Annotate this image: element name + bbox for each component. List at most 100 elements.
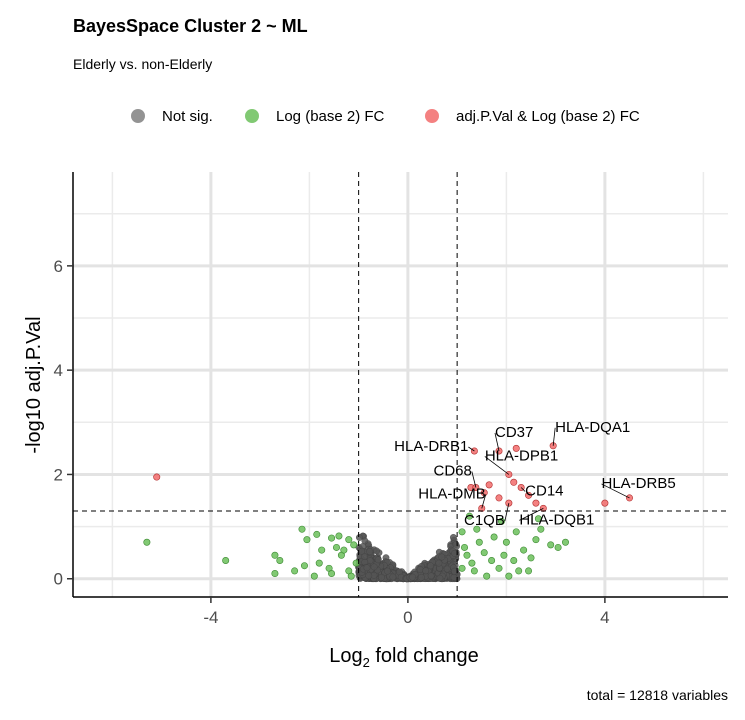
green-point: [527, 554, 535, 562]
gene-connector: [504, 503, 510, 522]
green-point: [561, 538, 569, 546]
green-point: [512, 528, 520, 536]
not-sig-point: [358, 547, 366, 555]
caption: total = 12818 variables: [587, 687, 728, 703]
green-point: [468, 559, 476, 567]
not-sig-point: [451, 549, 458, 557]
red-point: [525, 491, 533, 499]
green-point: [465, 512, 473, 520]
x-axis-title: Log2 fold change: [329, 645, 479, 670]
gene-connector: [519, 507, 544, 521]
red-point: [480, 489, 488, 497]
green-point: [271, 551, 279, 559]
gene-label: CD68: [433, 462, 471, 479]
green-point: [547, 541, 555, 549]
green-point: [483, 572, 491, 580]
red-point: [495, 494, 503, 502]
green-point: [298, 525, 306, 533]
axes: -4 0 4 0 2 4 6: [54, 172, 728, 627]
not-sig-point: [417, 573, 425, 581]
green-point: [291, 567, 299, 575]
not-sig-point: [435, 559, 443, 567]
not-sig-point: [427, 572, 435, 580]
green-point: [505, 572, 513, 580]
green-point: [510, 556, 518, 564]
green-point: [463, 551, 471, 559]
gene-label: CD37: [495, 424, 533, 441]
green-point: [502, 538, 510, 546]
legend-marker: [131, 109, 145, 123]
legend: Not sig. Log (base 2) FC adj.P.Val & Log (…: [131, 108, 640, 125]
not-sig-point: [427, 562, 434, 570]
green-point: [495, 564, 503, 572]
not-sig-point: [450, 574, 458, 581]
gene-label: HLA-DPB1: [485, 447, 558, 464]
not-sig-point: [422, 567, 430, 575]
green-point: [480, 549, 488, 557]
chart-title: BayesSpace Cluster 2 ~ ML: [73, 16, 308, 36]
green-point: [458, 564, 466, 572]
green-point: [537, 525, 545, 533]
red-point: [601, 499, 609, 507]
cutoff-lines: [73, 172, 728, 597]
gene-label: HLA-DQA1: [555, 419, 630, 436]
green-point: [303, 536, 311, 544]
green-point: [347, 572, 355, 580]
gene-connector: [481, 494, 487, 509]
legend-marker: [425, 109, 439, 123]
green-point: [352, 559, 360, 567]
y-tick-label: 2: [54, 465, 63, 484]
gene-connector: [484, 456, 510, 475]
y-tick-label: 4: [54, 361, 63, 380]
not-sig-point: [449, 534, 457, 541]
chart-subtitle: Elderly vs. non-Elderly: [73, 56, 212, 72]
gene-connector: [494, 432, 500, 452]
not-sig-point: [373, 547, 380, 555]
red-point: [510, 478, 518, 486]
green-point: [328, 534, 336, 542]
green-point: [458, 528, 466, 536]
not-sig-point: [384, 567, 391, 575]
y-tick-label: 6: [54, 257, 63, 276]
not-sig-point: [436, 574, 444, 582]
green-point: [143, 538, 151, 546]
green-point: [318, 546, 326, 554]
not-sig-point: [365, 572, 373, 580]
y-axis-title: -log10 adj.P.Val: [23, 316, 45, 453]
not-sig-point: [363, 564, 371, 572]
not-sig-point: [355, 534, 363, 541]
green-point: [515, 567, 523, 575]
gene-labels: HLA-DRB1 CD37 HLA-DQA1 HLA-DPB1 CD68 CD14 HLA-…: [394, 419, 676, 529]
green-point: [525, 567, 533, 575]
green-point: [222, 556, 230, 564]
green-point: [313, 530, 321, 538]
green-point: [473, 525, 481, 533]
gene-label: HLA-DMB: [418, 485, 486, 502]
grid: [73, 172, 728, 597]
legend-label: adj.P.Val & Log (base 2) FC: [456, 108, 640, 125]
not-sig-point: [438, 553, 446, 561]
red-point: [505, 499, 513, 507]
green-point: [350, 541, 358, 549]
green-point: [532, 536, 540, 544]
green-point: [271, 570, 279, 578]
red-point: [153, 473, 161, 481]
gene-connector: [520, 487, 526, 492]
gene-connector: [552, 427, 556, 446]
not-sig-point: [389, 573, 397, 581]
green-point: [490, 533, 498, 541]
gene-label: HLA-DRB5: [602, 475, 676, 492]
gene-connector: [468, 446, 475, 452]
green-point: [300, 562, 308, 570]
legend-label: Log (base 2) FC: [276, 108, 385, 125]
red-point: [512, 444, 520, 452]
not-sig-point: [361, 553, 368, 560]
green-point: [534, 515, 542, 523]
x-tick-label: 4: [600, 608, 609, 627]
green-point: [470, 567, 478, 575]
gene-connector: [601, 483, 630, 499]
gene-label: CD14: [525, 482, 563, 499]
green-point: [332, 543, 340, 551]
x-tick-label: -4: [203, 608, 218, 627]
